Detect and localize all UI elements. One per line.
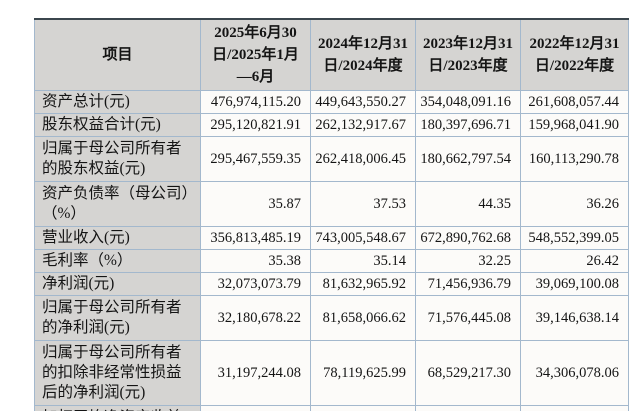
value-cell xyxy=(200,405,311,411)
column-header-item: 项目 xyxy=(34,18,201,91)
table-row: 净利润(元) 32,073,073.79 81,632,965.92 71,456,9… xyxy=(34,272,629,296)
value-cell: 39,069,100.08 xyxy=(520,272,629,296)
value-cell: 354,048,091.16 xyxy=(415,90,521,114)
table-row: 归属于母公司所有者的扣除非经常性损益后的净利润(元) 31,197,244.08 7… xyxy=(34,340,629,406)
value-cell: 32,073,073.79 xyxy=(200,272,311,296)
value-cell: 295,467,559.35 xyxy=(200,136,311,182)
value-cell: 356,813,485.19 xyxy=(200,226,311,250)
value-cell: 180,662,797.54 xyxy=(415,136,521,182)
value-cell: 26.42 xyxy=(520,249,629,273)
row-label-cell: 股东权益合计(元) xyxy=(34,113,201,137)
row-label-cell: 毛利率（%） xyxy=(34,249,201,273)
value-cell xyxy=(415,405,521,411)
value-cell: 81,632,965.92 xyxy=(310,272,416,296)
table-row: 归属于母公司所有者的净利润(元) 32,180,678.22 81,658,066.… xyxy=(34,295,629,341)
row-label-cell: 净利润(元) xyxy=(34,272,201,296)
value-cell: 32,180,678.22 xyxy=(200,295,311,341)
column-header-period: 2025年6月30日/2025年1月—6月 xyxy=(200,18,311,91)
value-cell: 37.53 xyxy=(310,181,416,227)
table-row: 资产总计(元) 476,974,115.20 449,643,550.27 354,0… xyxy=(34,90,629,114)
financial-summary-table: 项目 2025年6月30日/2025年1月—6月 2024年12月31日/2024… xyxy=(34,18,629,411)
table-row: 毛利率（%） 35.38 35.14 32.25 26.42 xyxy=(34,249,629,273)
row-label-cell: 归属于母公司所有者的股东权益(元) xyxy=(34,136,201,182)
table-row: 加权平均净资产收益率 xyxy=(34,405,629,411)
table-row: 股东权益合计(元) 295,120,821.91 262,132,917.67 180… xyxy=(34,113,629,137)
column-header-period: 2022年12月31日/2022年度 xyxy=(520,18,629,91)
value-cell: 36.26 xyxy=(520,181,629,227)
value-cell: 159,968,041.90 xyxy=(520,113,629,137)
value-cell: 262,132,917.67 xyxy=(310,113,416,137)
table-header-row: 项目 2025年6月30日/2025年1月—6月 2024年12月31日/2024… xyxy=(34,18,629,91)
value-cell: 35.14 xyxy=(310,249,416,273)
value-cell: 71,576,445.08 xyxy=(415,295,521,341)
value-cell: 160,113,290.78 xyxy=(520,136,629,182)
row-label-cell: 归属于母公司所有者的净利润(元) xyxy=(34,295,201,341)
table-row: 资产负债率（母公司）（%） 35.87 37.53 44.35 36.26 xyxy=(34,181,629,227)
value-cell: 35.87 xyxy=(200,181,311,227)
value-cell: 295,120,821.91 xyxy=(200,113,311,137)
value-cell: 180,397,696.71 xyxy=(415,113,521,137)
row-label-cell: 资产总计(元) xyxy=(34,90,201,114)
row-label-cell: 营业收入(元) xyxy=(34,226,201,250)
row-label-cell: 资产负债率（母公司）（%） xyxy=(34,181,201,227)
value-cell: 35.38 xyxy=(200,249,311,273)
column-header-period: 2023年12月31日/2023年度 xyxy=(415,18,521,91)
value-cell xyxy=(310,405,416,411)
value-cell: 743,005,548.67 xyxy=(310,226,416,250)
value-cell: 71,456,936.79 xyxy=(415,272,521,296)
value-cell: 548,552,399.05 xyxy=(520,226,629,250)
row-label-cell: 加权平均净资产收益率 xyxy=(34,405,201,411)
column-header-period: 2024年12月31日/2024年度 xyxy=(310,18,416,91)
value-cell: 68,529,217.30 xyxy=(415,340,521,406)
value-cell: 78,119,625.99 xyxy=(310,340,416,406)
value-cell: 31,197,244.08 xyxy=(200,340,311,406)
value-cell: 81,658,066.62 xyxy=(310,295,416,341)
value-cell: 449,643,550.27 xyxy=(310,90,416,114)
value-cell: 476,974,115.20 xyxy=(200,90,311,114)
value-cell: 261,608,057.44 xyxy=(520,90,629,114)
value-cell: 672,890,762.68 xyxy=(415,226,521,250)
value-cell: 44.35 xyxy=(415,181,521,227)
value-cell: 39,146,638.14 xyxy=(520,295,629,341)
row-label-cell: 归属于母公司所有者的扣除非经常性损益后的净利润(元) xyxy=(34,340,201,406)
value-cell: 32.25 xyxy=(415,249,521,273)
table-row: 营业收入(元) 356,813,485.19 743,005,548.67 672,8… xyxy=(34,226,629,250)
value-cell: 34,306,078.06 xyxy=(520,340,629,406)
value-cell: 262,418,006.45 xyxy=(310,136,416,182)
table-row: 归属于母公司所有者的股东权益(元) 295,467,559.35 262,418,0… xyxy=(34,136,629,182)
value-cell xyxy=(520,405,629,411)
